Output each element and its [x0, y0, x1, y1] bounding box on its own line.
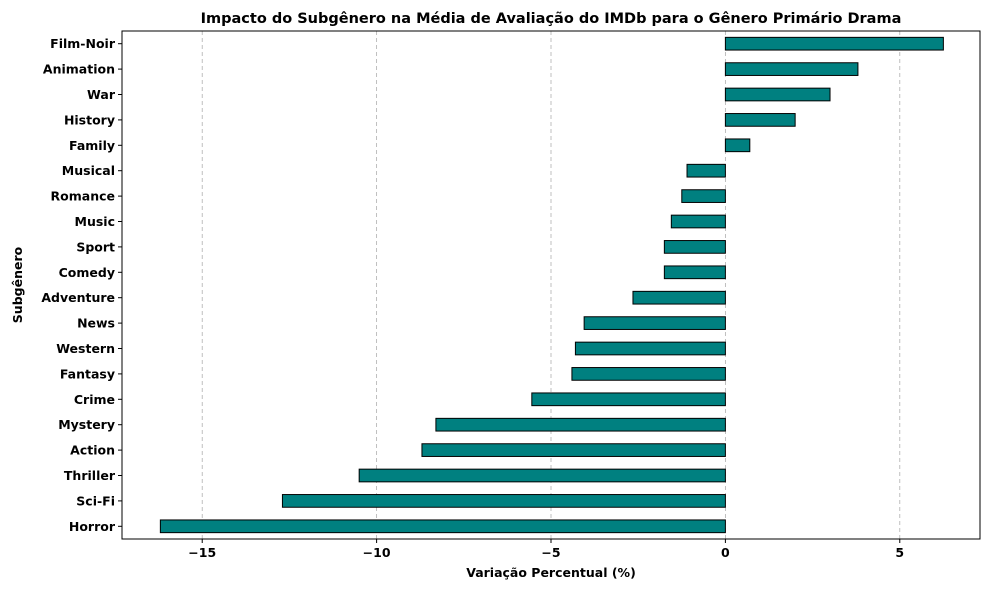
- bar-western: [574, 341, 726, 356]
- x-axis-label: Variação Percentual (%): [466, 565, 636, 580]
- bar-musical: [686, 163, 726, 178]
- y-tick-label: History: [64, 112, 115, 127]
- x-tick-label: −15: [188, 545, 216, 560]
- y-tick-label: Music: [75, 214, 115, 229]
- x-tick-label: 0: [721, 545, 730, 560]
- y-tick-label: Sci-Fi: [76, 493, 115, 508]
- y-tick-label: Thriller: [64, 468, 116, 483]
- bar-sport: [663, 240, 726, 254]
- bar-layer: [159, 36, 944, 534]
- bar-animation: [724, 62, 859, 76]
- grid-layer: [201, 31, 901, 539]
- y-tick-label: Musical: [62, 163, 115, 178]
- bar-comedy: [663, 265, 726, 280]
- bar-family: [724, 138, 751, 153]
- y-axis-label: Subgênero: [10, 246, 25, 323]
- bar-adventure: [632, 290, 726, 305]
- y-tick-label: Western: [56, 341, 115, 356]
- y-tick-label: Romance: [51, 189, 115, 204]
- bar-fantasy: [571, 367, 726, 381]
- bar-horror: [159, 519, 726, 534]
- y-tick-label: Family: [69, 138, 115, 153]
- y-tick-label: Animation: [43, 62, 115, 77]
- bar-thriller: [358, 468, 726, 483]
- bar-music: [670, 214, 726, 229]
- y-tick-label: Crime: [74, 392, 115, 407]
- chart-title: Impacto do Subgênero na Média de Avaliaç…: [201, 11, 902, 27]
- y-tick-label: Horror: [69, 519, 116, 534]
- bar-war: [724, 87, 831, 102]
- y-tick-label: War: [87, 87, 116, 102]
- y-tick-label: Comedy: [59, 265, 115, 280]
- bar-film-noir: [724, 36, 944, 51]
- bar-mystery: [435, 417, 726, 432]
- y-ticks: Film-Noir Animation War History Family Musica…: [41, 36, 122, 534]
- bar-romance: [681, 189, 726, 203]
- bar-sci-fi: [281, 494, 726, 508]
- bar-action: [421, 443, 726, 457]
- bar-news: [583, 316, 726, 330]
- y-tick-label: Sport: [76, 239, 115, 254]
- y-tick-label: Action: [70, 443, 115, 458]
- y-tick-label: Fantasy: [60, 366, 115, 381]
- x-tick-label: −5: [541, 545, 560, 560]
- y-tick-label: Adventure: [41, 290, 115, 305]
- y-tick-label: Mystery: [58, 417, 115, 432]
- y-tick-label: News: [77, 316, 115, 331]
- x-tick-label: 5: [895, 545, 904, 560]
- x-ticks: −15 −10 −5 0 5: [188, 539, 904, 560]
- bar-crime: [531, 392, 726, 407]
- bar-history: [724, 113, 796, 127]
- y-tick-label: Film-Noir: [50, 36, 116, 51]
- x-tick-label: −10: [363, 545, 391, 560]
